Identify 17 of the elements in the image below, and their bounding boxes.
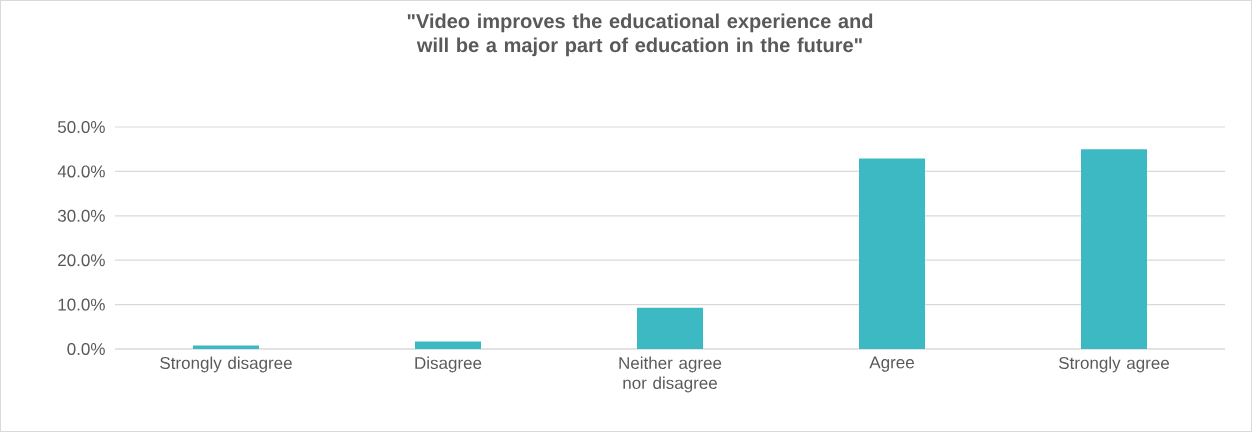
bar	[637, 307, 704, 349]
y-tick-label: 20.0%	[58, 254, 105, 267]
chart-title: "Video improves the educational experience and will be a major part of education in the future"	[407, 13, 873, 57]
bar	[1081, 149, 1148, 349]
x-tick-label: Strongly disagree	[160, 356, 292, 373]
y-tick-label: 50.0%	[57, 120, 105, 134]
x-tick-label: Neither agree nor disagree	[619, 356, 722, 393]
bar	[193, 345, 260, 349]
bar	[859, 158, 926, 349]
x-tick-label: Disagree	[415, 356, 482, 373]
bar	[415, 341, 482, 349]
y-tick-label: 30.0%	[57, 209, 105, 222]
x-tick-label: Agree	[869, 356, 914, 372]
y-tick-label: 0.0%	[67, 342, 105, 356]
y-tick-label: 40.0%	[57, 165, 105, 178]
x-tick-label: Strongly agree	[1059, 356, 1169, 373]
y-tick-label: 10.0%	[58, 298, 105, 311]
